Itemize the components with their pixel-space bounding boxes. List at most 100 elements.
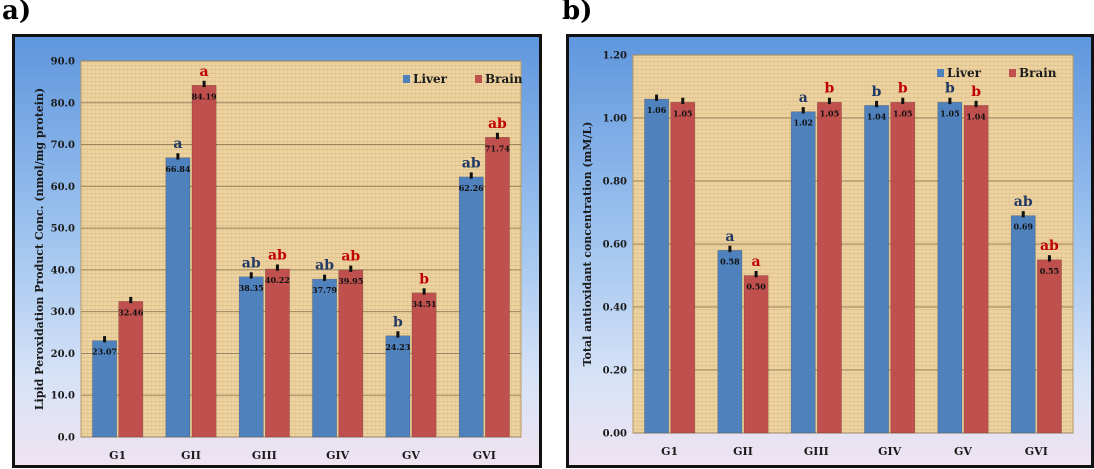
y-tick-label: 80.0 [51, 98, 75, 109]
legend-label-brain: Brain [485, 72, 523, 86]
data-label: 34.51 [412, 299, 437, 309]
significance-letter: a [173, 136, 182, 152]
data-label: 62.26 [459, 183, 484, 193]
bar-liver [864, 105, 889, 434]
data-label: 1.05 [940, 108, 959, 118]
x-tick-label: GVI [1025, 445, 1048, 458]
y-tick-label: 0.80 [603, 177, 627, 188]
x-tick-label: G1 [109, 449, 126, 462]
data-label: 0.69 [1013, 222, 1033, 232]
data-label: 37.79 [312, 285, 337, 295]
data-label: 1.04 [966, 111, 986, 121]
bar-brain [191, 84, 217, 438]
data-label: 0.50 [746, 282, 766, 292]
bar-brain [338, 269, 364, 438]
significance-letter: b [898, 81, 908, 97]
significance-letter: ab [341, 249, 360, 265]
significance-letter: ab [1040, 238, 1059, 254]
x-tick-label: GV [954, 445, 972, 458]
bar-liver [1010, 215, 1036, 434]
y-tick-label: 0.20 [603, 366, 627, 377]
bar-brain [118, 301, 144, 438]
bar-liver [238, 276, 264, 438]
y-tick-label: 20.0 [51, 349, 75, 360]
data-label: 38.35 [239, 283, 264, 293]
y-tick-label: 50.0 [51, 224, 75, 235]
chart-frame-a: 0.0 10.0 20.0 30.0 40.0 50.0 60.0 70.0 80.0 90.0 L… [12, 34, 542, 468]
x-tick-label: GVI [473, 449, 496, 462]
x-tick-label: GII [181, 449, 201, 462]
data-label: 1.05 [820, 108, 839, 118]
antioxidant-chart: 0.00 0.20 0.40 0.60 0.80 1.00 1.20 Total antiox… [581, 51, 1074, 458]
y-tick-label: 70.0 [51, 140, 75, 151]
y-tick-label: 1.20 [603, 51, 627, 62]
x-tick-label: GIV [326, 449, 350, 462]
bar-liver [165, 157, 191, 438]
plot-area [80, 60, 522, 438]
significance-letter: a [799, 90, 808, 106]
y-axis-title: Lipid Peroxidation Product Conc. (nmol/m… [33, 88, 46, 410]
significance-letter: b [971, 84, 981, 100]
significance-letter: ab [242, 255, 261, 271]
bar-brain [817, 101, 842, 434]
legend-swatch-brain [475, 75, 482, 83]
panel-b: b) 0.00 0.20 0.40 0.60 0.80 1.00 1.20 Total ant… [560, 0, 1094, 468]
data-label: 40.22 [265, 275, 290, 285]
bar-brain [890, 101, 916, 434]
legend-label-liver: Liver [947, 66, 982, 80]
legend-swatch-brain [1009, 69, 1016, 77]
y-tick-label: 10.0 [51, 391, 75, 402]
chart-frame-b: 0.00 0.20 0.40 0.60 0.80 1.00 1.20 Total antiox… [566, 34, 1094, 468]
data-label: 24.23 [385, 342, 410, 352]
data-label: 39.95 [338, 276, 363, 286]
y-tick-label: 40.0 [51, 265, 75, 276]
bar-liver [717, 250, 743, 434]
bar-brain [411, 292, 437, 438]
y-tick-label: 30.0 [51, 307, 75, 318]
bar-brain [670, 101, 696, 434]
significance-letter: ab [462, 155, 481, 171]
bar-brain [485, 136, 510, 438]
data-label: 0.55 [1040, 266, 1059, 276]
significance-letter: b [393, 314, 403, 330]
significance-letter: a [200, 64, 209, 80]
bar-brain [963, 105, 989, 434]
significance-letter: b [872, 84, 882, 100]
significance-letter: ab [268, 247, 287, 263]
significance-letter: b [825, 81, 835, 97]
x-tick-label: G1 [661, 445, 678, 458]
legend-swatch-liver [937, 69, 944, 77]
x-tick-label: GIII [804, 445, 829, 458]
y-tick-label: 0.60 [603, 240, 627, 251]
data-label: 0.58 [720, 256, 740, 266]
lipid-peroxidation-chart: 0.0 10.0 20.0 30.0 40.0 50.0 60.0 70.0 80.0 90.0 L… [33, 57, 523, 463]
significance-letter: a [725, 229, 734, 245]
data-label: 1.04 [867, 111, 887, 121]
y-tick-label: 0.0 [58, 433, 75, 444]
data-label: 1.05 [893, 108, 912, 118]
y-tick-label: 60.0 [51, 182, 75, 193]
data-label: 84.19 [192, 91, 217, 101]
significance-letter: ab [488, 116, 507, 132]
bar-liver [790, 111, 816, 434]
bar-brain [265, 268, 290, 438]
x-tick-label: GIV [878, 445, 902, 458]
data-label: 23.07 [92, 347, 117, 357]
y-tick-label: 1.00 [603, 114, 627, 125]
significance-letter: ab [315, 258, 334, 274]
bar-liver [312, 278, 337, 438]
significance-letter: a [752, 254, 761, 270]
bar-liver [937, 101, 963, 434]
y-tick-label: 0.00 [603, 429, 627, 440]
x-tick-label: GIII [252, 449, 277, 462]
bar-liver [644, 98, 669, 434]
significance-letter: b [945, 81, 955, 97]
x-tick-label: GII [733, 445, 753, 458]
bar-liver [458, 176, 484, 438]
y-axis-title: Total antioxidant concentration (mM/L) [581, 122, 594, 367]
significance-letter: ab [1014, 194, 1033, 210]
legend-label-liver: Liver [413, 72, 448, 86]
data-label: 1.02 [793, 118, 812, 128]
legend-swatch-liver [403, 75, 410, 83]
panel-a-label: a) [2, 0, 32, 26]
